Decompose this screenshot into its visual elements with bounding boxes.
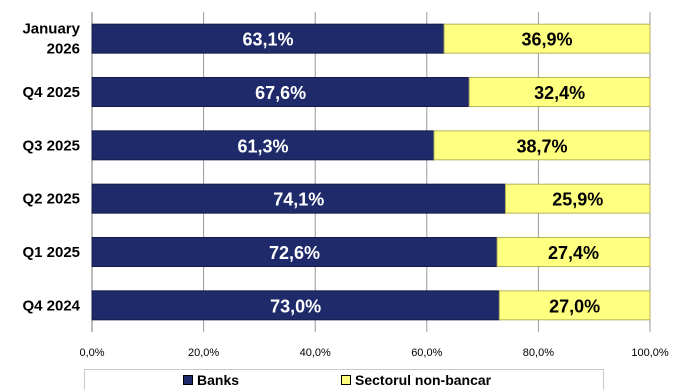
category-label-1: Q4 2025 bbox=[22, 84, 80, 101]
data-label-banks-5: 73,0% bbox=[270, 296, 321, 316]
data-label-non-bank-1: 32,4% bbox=[534, 83, 585, 103]
data-label-banks-4: 72,6% bbox=[269, 243, 320, 263]
x-tick-label-2: 40,0% bbox=[300, 347, 331, 359]
x-tick-label-0: 0,0% bbox=[79, 347, 104, 359]
category-label-2: Q3 2025 bbox=[22, 137, 80, 154]
x-tick-label-3: 60,0% bbox=[411, 347, 442, 359]
bar-banks-2 bbox=[91, 130, 435, 161]
bar-banks-0 bbox=[91, 23, 445, 54]
data-label-banks-2: 61,3% bbox=[238, 136, 289, 156]
x-tick-label-1: 20,0% bbox=[188, 347, 219, 359]
legend: Banks Sectorul non-bancar bbox=[84, 369, 604, 390]
data-label-non-bank-2: 38,7% bbox=[517, 136, 568, 156]
legend-swatch-non-bank bbox=[341, 375, 351, 385]
data-label-non-bank-3: 25,9% bbox=[552, 190, 603, 210]
legend-swatch-banks bbox=[183, 375, 193, 385]
data-label-non-bank-0: 36,9% bbox=[522, 30, 573, 50]
bar-banks-5 bbox=[91, 290, 500, 321]
bar-non-bank-3 bbox=[504, 183, 651, 214]
data-label-banks-1: 67,6% bbox=[255, 83, 306, 103]
x-tick-label-4: 80,0% bbox=[523, 347, 554, 359]
legend-item-non-bank: Sectorul non-bancar bbox=[341, 372, 491, 388]
bar-non-bank-1 bbox=[468, 77, 651, 107]
data-label-banks-0: 63,1% bbox=[243, 30, 294, 50]
legend-label-non-bank: Sectorul non-bancar bbox=[355, 372, 492, 388]
bar-non-bank-4 bbox=[496, 237, 651, 267]
data-label-banks-3: 74,1% bbox=[273, 190, 324, 210]
bar-non-bank-0 bbox=[443, 23, 651, 54]
category-label-0-line-1: 2026 bbox=[47, 41, 80, 58]
legend-label-banks: Banks bbox=[197, 372, 240, 388]
bar-banks-1 bbox=[91, 77, 470, 107]
bar-non-bank-5 bbox=[498, 290, 651, 321]
data-label-non-bank-5: 27,0% bbox=[549, 296, 600, 316]
bar-non-bank-2 bbox=[433, 130, 651, 161]
data-label-non-bank-4: 27,4% bbox=[548, 243, 599, 263]
category-label-4: Q1 2025 bbox=[22, 244, 80, 261]
legend-item-banks: Banks bbox=[183, 372, 239, 388]
category-label-0-line-0: January bbox=[22, 21, 80, 38]
category-label-5: Q4 2024 bbox=[22, 297, 80, 314]
category-label-3: Q2 2025 bbox=[22, 191, 80, 208]
x-tick-label-5: 100,0% bbox=[631, 347, 669, 359]
bar-banks-4 bbox=[91, 237, 498, 267]
